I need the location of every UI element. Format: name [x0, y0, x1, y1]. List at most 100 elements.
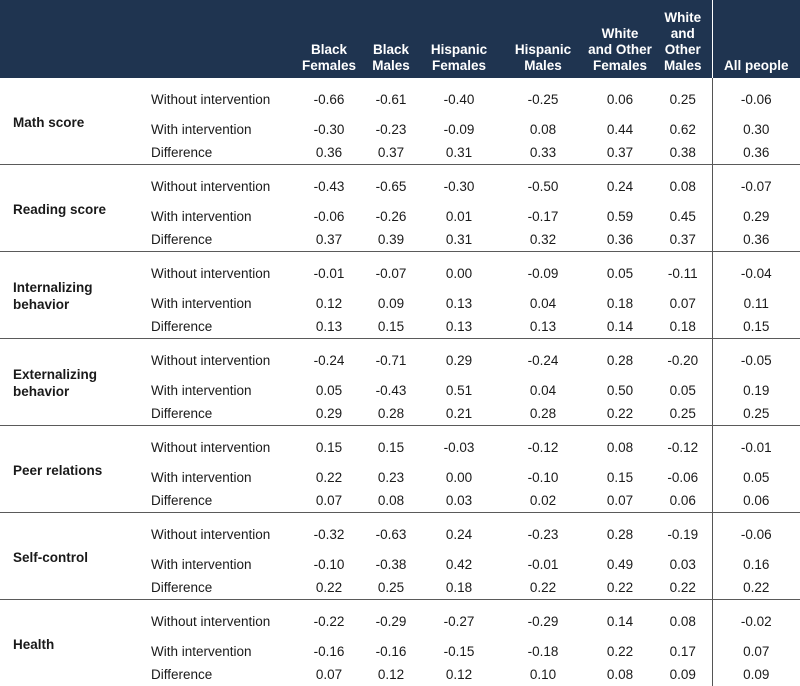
value-cell: -0.43 — [294, 165, 364, 206]
value-cell: -0.27 — [418, 600, 500, 641]
all-people-value: 0.11 — [712, 292, 800, 315]
value-cell: -0.22 — [294, 600, 364, 641]
column-header-all-people: All people — [712, 0, 800, 78]
value-cell: 0.05 — [294, 379, 364, 402]
value-cell: -0.23 — [364, 118, 418, 141]
value-cell: 0.28 — [586, 513, 654, 554]
value-cell: 0.15 — [294, 426, 364, 467]
value-cell: 0.29 — [294, 402, 364, 426]
row-label: With intervention — [146, 640, 294, 663]
value-cell: 0.37 — [364, 141, 418, 165]
value-cell: -0.17 — [500, 205, 586, 228]
row-label: With intervention — [146, 379, 294, 402]
value-cell: 0.51 — [418, 379, 500, 402]
value-cell: -0.19 — [654, 513, 712, 554]
value-cell: 0.39 — [364, 228, 418, 252]
value-cell: 0.22 — [654, 576, 712, 600]
row-label: With intervention — [146, 553, 294, 576]
value-cell: -0.06 — [654, 466, 712, 489]
all-people-value: 0.22 — [712, 576, 800, 600]
column-header: White and Other Females — [586, 0, 654, 78]
category-label: Externalizing behavior — [0, 339, 146, 426]
all-people-value: -0.04 — [712, 252, 800, 293]
header-row: Black Females Black Males Hispanic Femal… — [0, 0, 800, 78]
value-cell: 0.37 — [294, 228, 364, 252]
value-cell: 0.07 — [586, 489, 654, 513]
all-people-value: 0.19 — [712, 379, 800, 402]
value-cell: 0.04 — [500, 379, 586, 402]
value-cell: 0.17 — [654, 640, 712, 663]
category-label: Internalizing behavior — [0, 252, 146, 339]
all-people-value: 0.05 — [712, 466, 800, 489]
value-cell: -0.12 — [654, 426, 712, 467]
value-cell: 0.05 — [586, 252, 654, 293]
value-cell: 0.15 — [364, 426, 418, 467]
value-cell: 0.50 — [586, 379, 654, 402]
value-cell: -0.16 — [294, 640, 364, 663]
value-cell: -0.26 — [364, 205, 418, 228]
value-cell: 0.22 — [586, 640, 654, 663]
row-label: Without intervention — [146, 426, 294, 467]
value-cell: 0.09 — [364, 292, 418, 315]
value-cell: -0.30 — [418, 165, 500, 206]
value-cell: -0.61 — [364, 78, 418, 118]
value-cell: -0.30 — [294, 118, 364, 141]
value-cell: -0.29 — [500, 600, 586, 641]
row-label: Difference — [146, 228, 294, 252]
value-cell: 0.13 — [418, 315, 500, 339]
value-cell: -0.20 — [654, 339, 712, 380]
row-label: Difference — [146, 663, 294, 686]
row-label: With intervention — [146, 292, 294, 315]
all-people-value: -0.02 — [712, 600, 800, 641]
value-cell: 0.36 — [586, 228, 654, 252]
row-label: Without intervention — [146, 513, 294, 554]
value-cell: 0.29 — [418, 339, 500, 380]
value-cell: -0.63 — [364, 513, 418, 554]
value-cell: -0.66 — [294, 78, 364, 118]
category-label: Reading score — [0, 165, 146, 252]
row-label: Without intervention — [146, 339, 294, 380]
value-cell: 0.14 — [586, 600, 654, 641]
value-cell: 0.22 — [294, 466, 364, 489]
value-cell: 0.25 — [364, 576, 418, 600]
header-blank-category — [0, 0, 146, 78]
value-cell: 0.04 — [500, 292, 586, 315]
value-cell: -0.43 — [364, 379, 418, 402]
value-cell: 0.62 — [654, 118, 712, 141]
value-cell: 0.31 — [418, 228, 500, 252]
column-header: Black Males — [364, 0, 418, 78]
row-label: Difference — [146, 402, 294, 426]
column-header: Hispanic Females — [418, 0, 500, 78]
value-cell: 0.24 — [586, 165, 654, 206]
value-cell: 0.09 — [654, 663, 712, 686]
value-cell: -0.11 — [654, 252, 712, 293]
value-cell: 0.13 — [500, 315, 586, 339]
value-cell: 0.21 — [418, 402, 500, 426]
value-cell: 0.14 — [586, 315, 654, 339]
row-label: Without intervention — [146, 78, 294, 118]
value-cell: 0.22 — [294, 576, 364, 600]
value-cell: 0.28 — [500, 402, 586, 426]
value-cell: 0.02 — [500, 489, 586, 513]
value-cell: -0.10 — [294, 553, 364, 576]
value-cell: 0.08 — [364, 489, 418, 513]
value-cell: 0.15 — [586, 466, 654, 489]
value-cell: 0.18 — [586, 292, 654, 315]
value-cell: 0.44 — [586, 118, 654, 141]
value-cell: -0.23 — [500, 513, 586, 554]
all-people-value: -0.07 — [712, 165, 800, 206]
value-cell: 0.37 — [586, 141, 654, 165]
value-cell: 0.00 — [418, 252, 500, 293]
value-cell: -0.25 — [500, 78, 586, 118]
value-cell: 0.28 — [364, 402, 418, 426]
value-cell: 0.38 — [654, 141, 712, 165]
value-cell: 0.07 — [294, 489, 364, 513]
value-cell: 0.37 — [654, 228, 712, 252]
value-cell: -0.15 — [418, 640, 500, 663]
value-cell: 0.45 — [654, 205, 712, 228]
all-people-value: 0.36 — [712, 141, 800, 165]
